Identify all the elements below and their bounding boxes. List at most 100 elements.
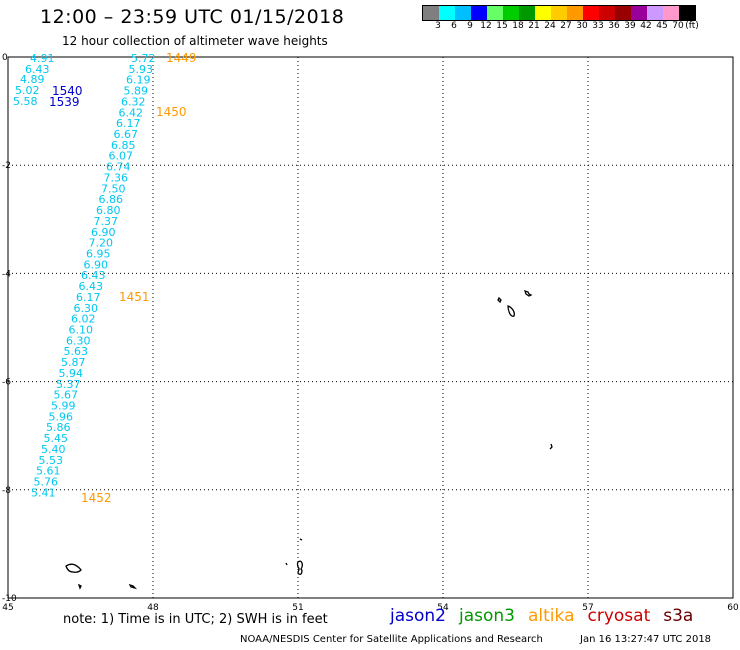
satellite-legend-altika: altika: [528, 606, 575, 626]
page-title: 12:00 – 23:59 UTC 01/15/2018: [40, 6, 345, 28]
scale-label: 39: [624, 21, 636, 31]
wave-height-value: 6.07: [109, 150, 134, 163]
wave-height-value: 4.91: [30, 52, 55, 65]
island-seychelles-3: [507, 305, 515, 317]
wave-height-value: 5.76: [34, 476, 59, 489]
page-subtitle: 12 hour collection of altimeter wave hei…: [62, 34, 328, 48]
scale-swatch: [455, 6, 471, 20]
color-scale-bar: [422, 5, 696, 21]
altika-time-label: 1452: [81, 491, 112, 505]
satellite-legend-jason2: jason2: [390, 606, 446, 626]
wave-height-value: 6.43: [25, 63, 50, 76]
scale-swatch: [599, 6, 615, 20]
scale-swatch: [663, 6, 679, 20]
scale-label: 33: [592, 21, 604, 31]
wave-height-value: 6.80: [96, 204, 121, 217]
island-aldabra-3: [285, 562, 288, 566]
wave-height-value: 4.89: [20, 73, 45, 86]
plot-frame: [7, 56, 734, 599]
scale-label: 12: [480, 21, 492, 31]
scale-swatch: [679, 6, 695, 20]
wave-height-value: 6.10: [69, 324, 94, 337]
lon-tick-label: 54: [437, 603, 449, 613]
wave-height-value: 6.32: [121, 95, 146, 108]
altika-time-label: 1449: [166, 51, 197, 65]
scale-swatch: [615, 6, 631, 20]
island-seychelles-1: [497, 296, 502, 304]
wave-height-value: 6.17: [76, 291, 101, 304]
scale-label: 36: [608, 21, 620, 31]
wave-height-value: 6.43: [81, 269, 106, 282]
scale-swatch: [567, 6, 583, 20]
credit-text: NOAA/NESDIS Center for Satellite Applica…: [240, 634, 543, 645]
scale-label: 42: [640, 21, 652, 31]
scale-label: 3: [435, 21, 441, 31]
scale-swatch: [631, 6, 647, 20]
wave-height-value: 6.42: [119, 106, 144, 119]
scale-swatch: [487, 6, 503, 20]
satellite-legend-s3a: s3a: [663, 606, 694, 626]
lat-tick-label: -10: [2, 594, 17, 604]
wave-height-value: 6.02: [71, 313, 96, 326]
scale-label: 45: [656, 21, 668, 31]
altika-time-label: 1451: [119, 290, 150, 304]
wave-height-value: 5.87: [61, 356, 86, 369]
timestamp-text: Jan 16 13:27:47 UTC 2018: [580, 634, 712, 645]
island-seychelles-2: [523, 289, 533, 297]
wave-height-value: 5.02: [15, 84, 40, 97]
jason2-time-label: 1539: [49, 95, 80, 109]
track-left-values: 4.916.434.895.025.58: [13, 52, 55, 108]
wave-height-value: 6.95: [86, 247, 111, 260]
coastline-islands: [65, 289, 553, 590]
wave-height-value: 6.17: [116, 117, 141, 130]
altika-time-label: 1450: [156, 105, 187, 119]
scale-swatch: [647, 6, 663, 20]
scale-swatch: [439, 6, 455, 20]
track-time-labels: 1449 1450 1451 1452: [81, 51, 197, 505]
track-main-values: 5.725.936.195.896.326.426.176.676.856.07…: [31, 52, 156, 499]
axis-tick-labels: 45 48 51 54 57 60 0 -2 -4 -6 -8 -10: [2, 53, 739, 613]
lat-lon-grid: [8, 57, 733, 598]
island-small-west: [77, 583, 82, 590]
wave-height-value: 6.85: [111, 139, 136, 152]
scale-swatch: [503, 6, 519, 20]
scale-swatch: [535, 6, 551, 20]
scale-label: 15: [496, 21, 508, 31]
wave-height-value: 5.89: [124, 85, 149, 98]
scale-swatch: [423, 6, 439, 20]
wave-height-value: 6.43: [79, 280, 104, 293]
lat-tick-label: -4: [2, 269, 11, 279]
lon-tick-label: 60: [727, 603, 739, 613]
wave-height-value: 5.94: [59, 367, 84, 380]
wave-height-value: 5.96: [49, 410, 74, 423]
lat-tick-label: -6: [2, 378, 11, 388]
scale-label: 27: [560, 21, 572, 31]
wave-height-value: 5.63: [64, 345, 89, 358]
wave-height-value: 6.67: [114, 128, 139, 141]
scale-label: 6: [451, 21, 457, 31]
wave-height-value: 6.74: [106, 161, 131, 174]
lon-tick-label: 51: [292, 603, 303, 613]
lat-tick-label: -2: [2, 161, 11, 171]
scale-label: 21: [528, 21, 540, 31]
wave-height-value: 7.50: [101, 182, 126, 195]
scale-label: 24: [544, 21, 556, 31]
jason2-time-label: 1540: [52, 84, 83, 98]
lat-tick-label: -8: [2, 486, 11, 496]
wave-height-value: 5.99: [51, 400, 76, 413]
lon-tick-label: 48: [147, 603, 159, 613]
wave-height-value: 5.72: [131, 52, 156, 65]
wave-height-value: 5.58: [13, 95, 38, 108]
wave-height-value: 5.41: [31, 486, 56, 499]
wave-height-value: 6.19: [126, 74, 151, 87]
wave-height-value: 5.45: [44, 432, 69, 445]
scale-swatch: [551, 6, 567, 20]
satellite-legend-cryosat: cryosat: [587, 606, 651, 626]
wave-height-value: 5.67: [54, 389, 79, 402]
wave-height-value: 5.61: [36, 465, 61, 478]
wave-height-value: 5.37: [56, 378, 81, 391]
island-small-mid: [128, 583, 138, 590]
wave-height-value: 7.20: [89, 237, 114, 250]
